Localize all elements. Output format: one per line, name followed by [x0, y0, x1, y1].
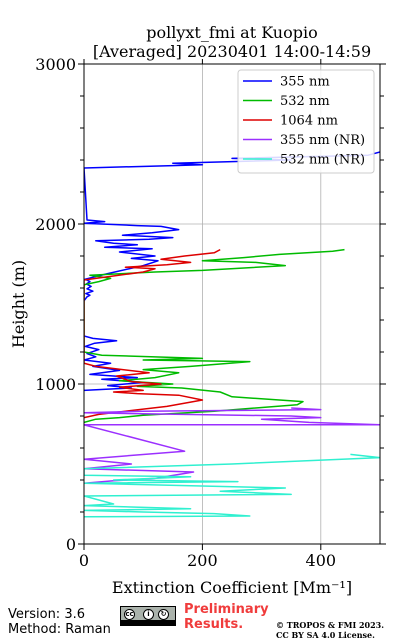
- y-tick-label: 1000: [35, 375, 76, 394]
- preliminary-line-1: Preliminary: [184, 602, 269, 617]
- method-text: Method: Raman: [8, 622, 111, 637]
- y-tick-label: 3000: [35, 55, 76, 74]
- x-tick-label: 400: [306, 551, 337, 570]
- series-line-3: [84, 248, 221, 419]
- y-axis-label: Height (m): [9, 260, 28, 348]
- legend: 355 nm 532 nm 1064 nm 355 nm (NR) 532 nm (NR…: [237, 69, 375, 174]
- credit-line-1: © TROPOS & FMI 2023.: [276, 620, 385, 630]
- plot-area-frame: [83, 63, 381, 545]
- axis-ticks: [78, 59, 386, 550]
- legend-box: [237, 69, 375, 174]
- legend-label: 532 nm: [280, 94, 330, 109]
- version-text: Version: 3.6: [8, 607, 85, 622]
- preliminary-results-text: Preliminary Results.: [184, 602, 269, 632]
- axis-tick-labels: 0 200 400 0 1000 2000 3000: [35, 55, 336, 570]
- series-line-2: [84, 248, 345, 424]
- chart-title: pollyxt_fmi at Kuopio: [146, 23, 317, 42]
- series-line-4: [84, 407, 380, 484]
- x-axis-label: Extinction Coefficient [Mm⁻¹]: [112, 578, 352, 597]
- series-line-0: [84, 151, 380, 302]
- legend-label: 1064 nm: [280, 114, 338, 129]
- cc-license-badge: cc i ↻: [120, 606, 176, 626]
- legend-label: 355 nm (NR): [280, 133, 365, 148]
- preliminary-line-2: Results.: [184, 617, 244, 632]
- series-layer: [84, 151, 380, 518]
- series-line-5: [84, 453, 380, 518]
- cc-icon: cc: [124, 609, 135, 620]
- y-tick-label: 2000: [35, 215, 76, 234]
- credit-line-2: CC BY SA 4.0 License.: [276, 630, 375, 640]
- y-tick-label: 0: [66, 535, 76, 554]
- x-tick-label: 0: [79, 551, 89, 570]
- legend-label: 355 nm: [280, 75, 330, 90]
- chart-subtitle: [Averaged] 20230401 14:00-14:59: [93, 42, 371, 61]
- copyright-credit: © TROPOS & FMI 2023. CC BY SA 4.0 Licens…: [276, 620, 384, 640]
- cc-badge-bar: [121, 620, 175, 625]
- extinction-chart: pollyxt_fmi at Kuopio [Averaged] 2023040…: [9, 23, 386, 597]
- sa-icon: ↻: [158, 609, 169, 620]
- x-tick-label: 200: [187, 551, 218, 570]
- by-icon: i: [143, 609, 154, 620]
- legend-label: 532 nm (NR): [280, 153, 365, 168]
